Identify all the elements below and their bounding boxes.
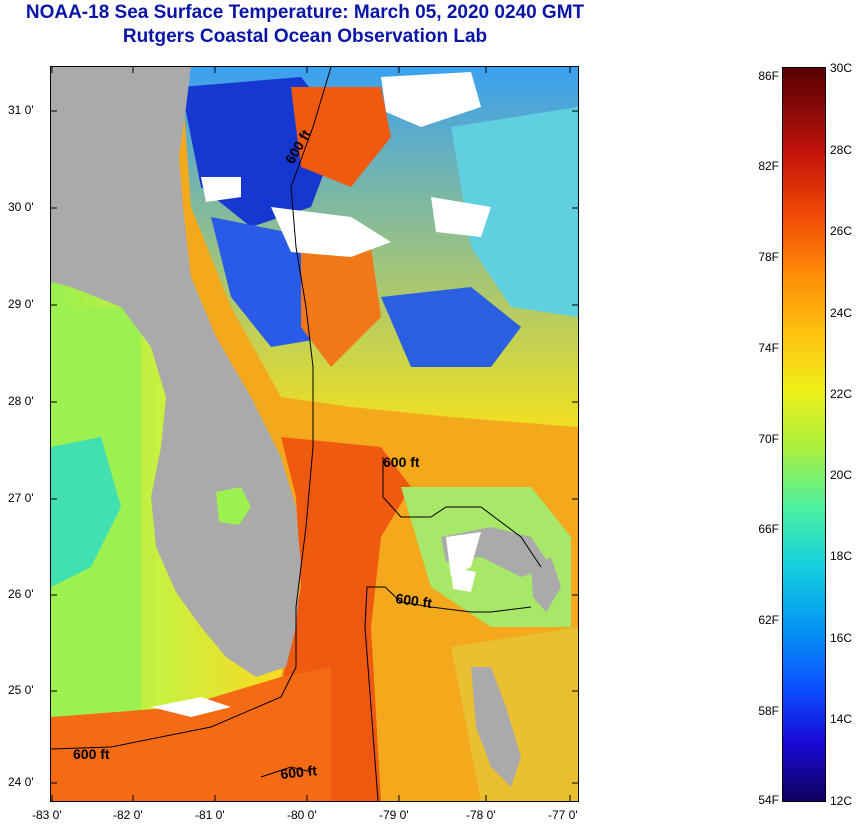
gulf-stream-south bbox=[51, 667, 331, 801]
warm-patch-central bbox=[301, 247, 381, 367]
lat-label: 26 0' bbox=[8, 587, 34, 601]
lat-label: 28 0' bbox=[8, 394, 34, 408]
colorbar-f-label: 66F bbox=[758, 522, 779, 536]
gulf-cyan-patch bbox=[51, 437, 121, 587]
colorbar-c-label: 28C bbox=[830, 143, 853, 157]
colorbar-c-label: 20C bbox=[830, 468, 853, 482]
lon-label: -83 0' bbox=[32, 808, 62, 822]
map-subtitle: Rutgers Coastal Ocean Observation Lab bbox=[122, 26, 488, 47]
lon-label: -80 0' bbox=[287, 808, 317, 822]
colorbar-c-label: 30C bbox=[830, 61, 853, 75]
florida-keys bbox=[151, 697, 231, 717]
colorbar-c-label: 16C bbox=[830, 631, 853, 645]
lat-label: 31 0' bbox=[8, 103, 34, 117]
contour-label-bottom: 600 ft bbox=[280, 762, 318, 782]
cloud-east bbox=[431, 197, 491, 237]
cold-band-east bbox=[381, 287, 521, 367]
colorbar-c-label: 26C bbox=[830, 224, 853, 238]
cloud-small bbox=[451, 567, 476, 592]
lon-label: -82 0' bbox=[113, 808, 143, 822]
warm-patch-north bbox=[291, 87, 391, 187]
andros-island bbox=[471, 667, 521, 787]
colorbar-f-label: 82F bbox=[758, 159, 779, 173]
cloud-central bbox=[271, 207, 391, 257]
lon-label: -81 0' bbox=[195, 808, 225, 822]
lat-label: 29 0' bbox=[8, 297, 34, 311]
colorbar-f-label: 70F bbox=[758, 432, 779, 446]
contour-label-left: 600 ft bbox=[73, 746, 110, 762]
lat-label: 24 0' bbox=[8, 775, 34, 789]
contour-600ft-bottom bbox=[260, 766, 312, 778]
contour-600ft-mid bbox=[364, 586, 532, 801]
abaco-island bbox=[531, 557, 561, 612]
colorbar-f-label: 74F bbox=[758, 341, 779, 355]
cloud-mid bbox=[201, 177, 241, 202]
colorbar-f-label: 58F bbox=[758, 704, 779, 718]
contour-label-bahamas: 600 ft bbox=[383, 454, 420, 470]
cyan-water-east bbox=[451, 107, 578, 317]
contour-600ft-bahamas bbox=[382, 457, 542, 568]
contour-600ft-upper bbox=[51, 67, 332, 750]
cloud-bahamas bbox=[446, 532, 481, 577]
map-tick-marks bbox=[51, 67, 578, 801]
sst-map: 600 ft 600 ft 600 ft 600 ft 600 ft bbox=[50, 66, 579, 802]
colorbar-c-label: 14C bbox=[830, 712, 853, 726]
lat-label: 25 0' bbox=[8, 683, 34, 697]
lon-label: -79 0' bbox=[379, 808, 409, 822]
colorbar-c-label: 12C bbox=[830, 794, 853, 808]
lat-label: 30 0' bbox=[8, 200, 34, 214]
colorbar-f-label: 62F bbox=[758, 613, 779, 627]
colorbar-c-label: 22C bbox=[830, 387, 853, 401]
colorbar-f-label: 78F bbox=[758, 250, 779, 264]
map-title: NOAA-18 Sea Surface Temperature: March 0… bbox=[25, 2, 585, 23]
colorbar-c-label: 24C bbox=[830, 306, 853, 320]
lon-label: -77 0' bbox=[548, 808, 578, 822]
temperature-colorbar bbox=[782, 67, 826, 802]
colorbar-f-label: 54F bbox=[758, 793, 779, 807]
cloud-north bbox=[381, 72, 481, 127]
colorbar-f-label: 86F bbox=[758, 69, 779, 83]
lon-label: -78 0' bbox=[466, 808, 496, 822]
lat-label: 27 0' bbox=[8, 491, 34, 505]
lake-okeechobee bbox=[216, 487, 251, 525]
colorbar-c-label: 18C bbox=[830, 549, 853, 563]
sst-map-canvas: 600 ft 600 ft 600 ft 600 ft 600 ft bbox=[51, 67, 578, 801]
contour-label-mid: 600 ft bbox=[395, 590, 434, 611]
